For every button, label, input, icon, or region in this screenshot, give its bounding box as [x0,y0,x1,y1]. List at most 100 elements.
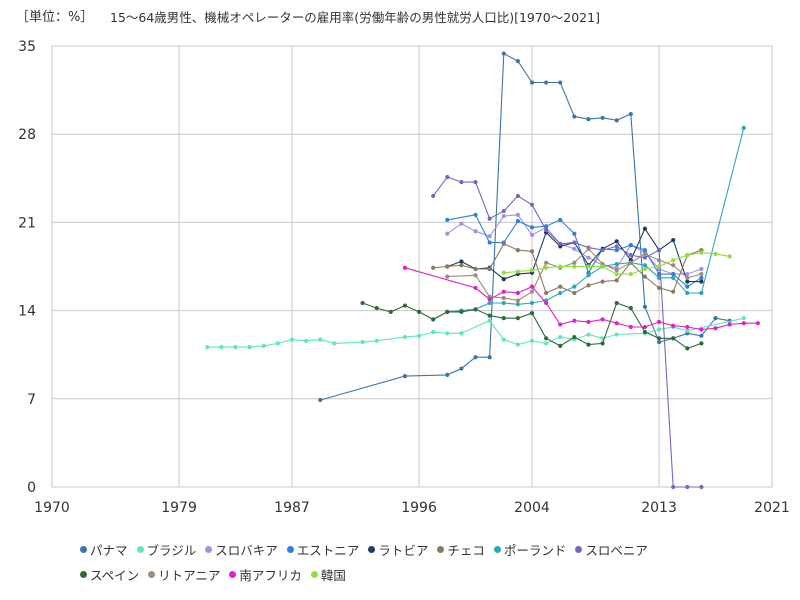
data-point [642,251,648,256]
data-point [685,279,690,284]
data-point [741,316,746,321]
data-point [572,318,577,323]
x-tick-label: 1970 [34,500,70,516]
x-tick-label: 2021 [754,500,790,516]
legend-item: スペイン [80,565,139,584]
series-line [404,267,758,331]
data-point [558,217,563,222]
data-point [487,240,492,245]
data-point [544,336,549,341]
data-point [628,324,633,330]
data-point [558,264,563,269]
legend-label: 韓国 [320,568,346,583]
data-point [642,304,648,309]
data-point [487,300,492,306]
chart-plot: 0 7 14 21 28 35 1970 1979 1987 1996 2004 2013 2021 [18,39,790,516]
data-point [529,300,535,306]
data-point [529,268,535,273]
data-point [318,397,323,403]
data-point [445,274,450,279]
data-point [572,264,577,269]
data-point [445,231,450,236]
data-point [445,174,450,180]
data-point [445,331,450,336]
legend-item: ポーランド [493,540,567,559]
data-point [558,334,563,340]
data-point [614,118,619,123]
data-point [529,225,535,230]
data-point [656,340,662,345]
data-point [685,328,690,333]
data-point [699,279,704,284]
data-point [459,263,464,268]
data-point [473,355,478,360]
data-point [642,274,648,279]
data-point [656,336,662,341]
data-point [656,264,662,269]
data-point [515,248,520,253]
legend-marker [286,546,294,553]
legend-label: エストニア [296,543,360,558]
series-line [432,176,702,488]
x-tick-label: 1987 [274,500,310,516]
data-point [572,246,577,251]
data-point [713,316,718,321]
legend-label: スロベニア [585,543,648,558]
data-point [614,268,619,273]
data-point [515,298,520,303]
data-point [473,266,478,272]
legend-label: ポーランド [503,543,567,558]
data-point [685,324,690,330]
data-point [544,227,549,233]
data-point [699,333,704,338]
data-point [642,263,648,268]
data-point [614,261,619,267]
data-point [656,285,662,291]
data-point [699,266,704,272]
data-point [699,271,704,277]
data-point [459,221,464,226]
data-point [685,284,690,289]
data-point [515,302,520,307]
data-point [233,345,238,350]
legend-marker [368,546,376,553]
data-point [671,271,676,277]
data-point [459,179,464,185]
data-point [614,278,619,283]
data-point [685,271,690,277]
legend-row: パナマ ブラジル スロバキア エストニア ラトビア チェコ ポーランド スロベニア [80,540,780,559]
data-point [459,259,464,264]
data-point [586,332,591,337]
data-point [544,260,549,265]
data-point [529,284,535,289]
data-point [614,332,619,337]
data-point [416,309,422,314]
data-point [614,244,619,249]
data-point [402,265,408,270]
data-point [600,341,605,346]
data-point [685,346,690,351]
data-point [600,115,605,120]
data-point [501,208,506,214]
data-point [501,214,506,219]
data-point [671,289,676,294]
data-point [642,255,648,260]
data-point [416,333,422,338]
legend-item: ブラジル [136,540,196,559]
legend-marker [493,546,501,553]
legend-item: 韓国 [310,565,346,584]
chart-title: 15～64歳男性、機械オペレーターの雇用率(労働年齢の男性就労人口比)[1970… [110,10,600,25]
data-point [600,248,605,253]
data-point [501,289,506,294]
data-point [558,284,563,289]
data-point [473,212,478,217]
data-point [402,334,408,340]
data-point [501,316,506,321]
data-point [388,309,393,314]
data-point [614,321,619,326]
legend-label: 南アフリカ [239,568,302,583]
data-point [586,255,591,260]
legend-item: ラトビア [368,540,428,559]
data-point [685,253,690,258]
data-point [572,114,577,119]
